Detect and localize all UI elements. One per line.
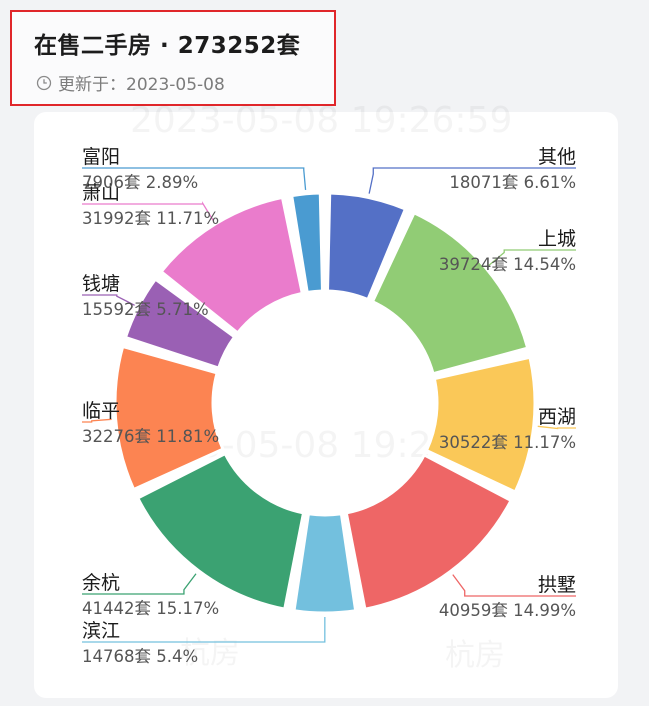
slice-label-value-9: 31992套 11.71% <box>82 209 219 228</box>
slice-6[interactable] <box>136 452 306 611</box>
slice-label-name-4: 拱墅 <box>538 574 576 596</box>
leader-line-1 <box>368 167 576 194</box>
slice-label-value-7: 32276套 11.81% <box>82 427 219 446</box>
slice-label-name-1: 其他 <box>538 146 576 168</box>
slice-label-value-4: 40959套 14.99% <box>439 601 576 620</box>
slice-label-value-8: 15592套 5.71% <box>82 300 209 319</box>
slice-label-name-10: 富阳 <box>82 146 120 168</box>
leader-line-3 <box>537 425 576 430</box>
slice-label-name-7: 临平 <box>82 400 120 422</box>
slice-3[interactable] <box>424 355 537 494</box>
slice-label-name-9: 萧山 <box>82 182 120 204</box>
page-title: 在售二手房 · 273252套 <box>34 33 301 59</box>
slice-10[interactable] <box>290 191 324 294</box>
slice-label-value-5: 14768套 5.4% <box>82 647 198 666</box>
slice-7[interactable] <box>113 345 225 492</box>
slice-label-value-2: 39724套 14.54% <box>439 255 576 274</box>
slice-4[interactable] <box>344 453 513 611</box>
slice-label-value-10: 7906套 2.89% <box>82 173 198 192</box>
slice-label-name-5: 滨江 <box>82 620 120 642</box>
slice-5[interactable] <box>292 512 358 615</box>
leader-line-10 <box>82 167 307 190</box>
leader-line-5 <box>82 616 326 643</box>
slice-label-value-1: 18071套 6.61% <box>449 173 576 192</box>
leader-line-2 <box>488 249 576 266</box>
update-date: 更新于：2023-05-08 <box>58 75 225 95</box>
leader-line-6 <box>82 573 197 595</box>
slice-label-name-2: 上城 <box>538 228 576 250</box>
leader-line-9 <box>82 201 214 221</box>
update-info: 更新于：2023-05-08 <box>36 70 225 95</box>
slice-1[interactable] <box>326 191 407 302</box>
slice-2[interactable] <box>371 211 530 376</box>
slice-9[interactable] <box>159 195 304 335</box>
leader-line-4 <box>452 574 576 597</box>
slice-label-name-3: 西湖 <box>538 406 576 428</box>
slice-label-value-3: 30522套 11.17% <box>439 433 576 452</box>
slice-8[interactable] <box>123 277 237 370</box>
clock-icon <box>36 75 52 90</box>
leader-line-7 <box>82 418 112 423</box>
header-box: 在售二手房 · 273252套 更新于：2023-05-08 <box>10 10 336 106</box>
slice-label-name-6: 余杭 <box>82 572 120 594</box>
slice-label-name-8: 钱塘 <box>82 273 120 295</box>
slice-label-value-6: 41442套 15.17% <box>82 599 219 618</box>
leader-line-8 <box>82 294 135 306</box>
